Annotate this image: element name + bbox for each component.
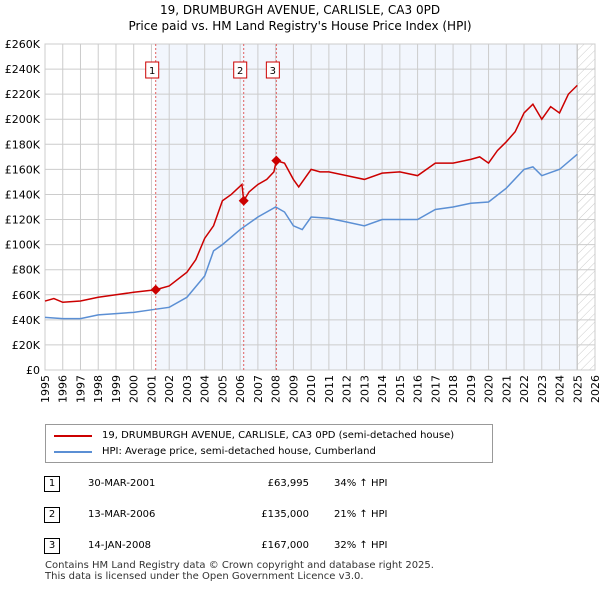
transaction-row: 1 30-MAR-2001 £63,995 34% ↑ HPI bbox=[44, 476, 464, 494]
x-tick-label: 1995 bbox=[39, 375, 52, 403]
transaction-hpi: 21% ↑ HPI bbox=[334, 509, 388, 520]
y-tick-label: £220K bbox=[5, 88, 41, 101]
x-tick-label: 1997 bbox=[74, 375, 87, 403]
price-chart: 1995 1996 1997 1998 1999 2000 2001 2002 2003 2004… bbox=[5, 38, 600, 403]
y-tick-label: £100K bbox=[5, 239, 41, 252]
x-tick-label: 2003 bbox=[181, 375, 194, 403]
x-tick-label: 2024 bbox=[554, 375, 567, 403]
x-tick-label: 2000 bbox=[128, 375, 141, 403]
y-tick-label: £60K bbox=[12, 289, 41, 302]
legend-label: HPI: Average price, semi-detached house,… bbox=[102, 446, 376, 457]
y-tick-label: £160K bbox=[5, 163, 41, 176]
transaction-row: 2 13-MAR-2006 £135,000 21% ↑ HPI bbox=[44, 507, 464, 525]
transaction-row: 3 14-JAN-2008 £167,000 32% ↑ HPI bbox=[44, 538, 464, 556]
x-tick-label: 2021 bbox=[500, 375, 513, 403]
legend-label: 19, DRUMBURGH AVENUE, CARLISLE, CA3 0PD … bbox=[102, 430, 455, 441]
x-tick-label: 1999 bbox=[110, 375, 123, 403]
legend-item-property: 19, DRUMBURGH AVENUE, CARLISLE, CA3 0PD … bbox=[54, 430, 454, 441]
x-tick-label: 1996 bbox=[57, 375, 70, 403]
chart-title: 19, DRUMBURGH AVENUE, CARLISLE, CA3 0PD … bbox=[0, 2, 600, 34]
transaction-date: 13-MAR-2006 bbox=[88, 509, 156, 520]
x-tick-label: 2001 bbox=[145, 375, 158, 403]
transaction-price: £135,000 bbox=[261, 509, 309, 520]
transaction-hpi: 32% ↑ HPI bbox=[334, 540, 388, 551]
x-tick-label: 2011 bbox=[323, 375, 336, 403]
legend-swatch-blue bbox=[54, 450, 92, 453]
sale-label: 2 bbox=[237, 66, 243, 77]
sale-point bbox=[271, 155, 282, 166]
x-tick-label: 2015 bbox=[394, 375, 407, 403]
legend-swatch-red bbox=[54, 434, 92, 437]
future-hatch bbox=[577, 44, 595, 370]
sale-label-box bbox=[233, 61, 248, 79]
x-tick-label: 2020 bbox=[483, 375, 496, 403]
sale-label-box bbox=[145, 61, 160, 79]
x-tick-label: 2018 bbox=[447, 375, 460, 403]
x-tick-label: 2004 bbox=[199, 375, 212, 403]
x-tick-label: 2013 bbox=[358, 375, 371, 403]
x-tick-label: 2007 bbox=[252, 375, 265, 403]
y-tick-label: £200K bbox=[5, 113, 41, 126]
transaction-number: 2 bbox=[44, 507, 60, 523]
footer: Contains HM Land Registry data © Crown c… bbox=[45, 560, 434, 582]
y-tick-label: £0 bbox=[26, 364, 40, 377]
title-line-1: 19, DRUMBURGH AVENUE, CARLISLE, CA3 0PD bbox=[159, 3, 441, 17]
transaction-date: 30-MAR-2001 bbox=[88, 478, 156, 489]
sale-point bbox=[150, 284, 161, 295]
y-tick-label: £260K bbox=[5, 38, 41, 51]
sale-label-box bbox=[265, 61, 280, 79]
x-tick-label: 2012 bbox=[341, 375, 354, 403]
x-tick-label: 2019 bbox=[465, 375, 478, 403]
x-tick-label: 2006 bbox=[234, 375, 247, 403]
x-tick-label: 2023 bbox=[536, 375, 549, 403]
y-tick-label: £120K bbox=[5, 214, 41, 227]
y-tick-label: £80K bbox=[12, 264, 41, 277]
transaction-price: £167,000 bbox=[261, 540, 309, 551]
chart-legend: 19, DRUMBURGH AVENUE, CARLISLE, CA3 0PD … bbox=[45, 424, 493, 463]
sale-label: 1 bbox=[149, 66, 155, 77]
x-tick-label: 1998 bbox=[92, 375, 105, 403]
sale-label: 3 bbox=[270, 66, 276, 77]
y-tick-label: £180K bbox=[5, 138, 41, 151]
x-tick-label: 2009 bbox=[287, 375, 300, 403]
x-tick-label: 2008 bbox=[270, 375, 283, 403]
transaction-hpi: 34% ↑ HPI bbox=[334, 478, 388, 489]
transaction-date: 14-JAN-2008 bbox=[88, 540, 152, 551]
y-tick-label: £20K bbox=[12, 339, 41, 352]
y-tick-label: £140K bbox=[5, 188, 41, 201]
transaction-price: £63,995 bbox=[267, 478, 309, 489]
y-tick-label: £240K bbox=[5, 63, 41, 76]
transaction-number: 3 bbox=[44, 538, 60, 554]
footer-licence: This data is licensed under the Open Gov… bbox=[45, 571, 364, 582]
x-tick-label: 2005 bbox=[216, 375, 229, 403]
x-tick-label: 2016 bbox=[412, 375, 425, 403]
footer-copyright: Contains HM Land Registry data © Crown c… bbox=[45, 560, 434, 571]
x-tick-label: 2002 bbox=[163, 375, 176, 403]
title-line-2: Price paid vs. HM Land Registry's House … bbox=[128, 19, 472, 33]
x-tick-label: 2022 bbox=[518, 375, 531, 403]
transaction-number: 1 bbox=[44, 476, 60, 492]
x-tick-label: 2017 bbox=[429, 375, 442, 403]
sale-point bbox=[238, 195, 249, 206]
x-tick-label: 2014 bbox=[376, 375, 389, 403]
x-tick-label: 2025 bbox=[571, 375, 584, 403]
legend-item-hpi: HPI: Average price, semi-detached house,… bbox=[54, 446, 376, 457]
property-price-line bbox=[44, 84, 578, 304]
ownership-shading bbox=[155, 44, 578, 370]
hpi-line bbox=[44, 153, 578, 320]
x-tick-label: 2026 bbox=[589, 375, 600, 403]
x-tick-label: 2010 bbox=[305, 375, 318, 403]
y-tick-label: £40K bbox=[12, 314, 41, 327]
